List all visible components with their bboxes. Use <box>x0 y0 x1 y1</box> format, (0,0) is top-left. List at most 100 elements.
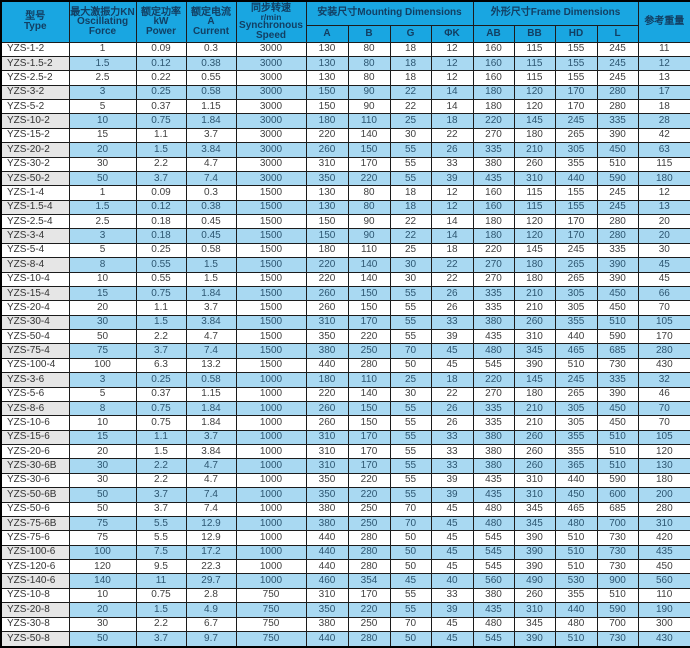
value-cell: 280 <box>596 213 639 230</box>
value-cell: 2.2 <box>135 616 187 632</box>
value-cell: 0.3 <box>185 185 237 201</box>
value-cell: 9.7 <box>185 630 237 648</box>
value-cell: 545 <box>472 630 515 648</box>
value-cell: 12 <box>430 55 474 72</box>
value-cell: 560 <box>472 573 515 589</box>
value-cell: 685 <box>596 343 639 359</box>
value-cell: 265 <box>554 271 598 287</box>
column-header-b: B <box>347 24 391 43</box>
model-cell: YZS-8-4 <box>0 257 70 273</box>
value-cell: 1.5 <box>68 199 137 216</box>
value-cell: 730 <box>596 630 639 648</box>
value-cell: 70 <box>637 415 690 431</box>
model-cell: YZS-20-2 <box>0 142 70 158</box>
value-cell: 170 <box>347 443 391 460</box>
value-cell: 440 <box>305 544 349 561</box>
value-cell: 130 <box>305 41 349 57</box>
value-cell: 730 <box>596 530 639 546</box>
value-cell: 5 <box>68 242 137 259</box>
value-cell: 170 <box>347 314 391 331</box>
value-cell: 510 <box>554 530 598 546</box>
value-cell: 700 <box>596 616 639 632</box>
column-header-weight: 参考重量 <box>637 0 690 43</box>
header-force-en1: Oscillating <box>76 16 129 27</box>
value-cell: 380 <box>305 343 349 359</box>
value-cell: 130 <box>305 70 349 86</box>
model-cell: YZS-50-4 <box>0 328 70 345</box>
value-cell: 245 <box>596 185 639 201</box>
value-cell: 0.12 <box>135 199 187 216</box>
value-cell: 40 <box>430 573 474 589</box>
value-cell: 2.8 <box>185 587 237 604</box>
value-cell: 170 <box>554 213 598 230</box>
value-cell: 25 <box>389 242 432 259</box>
value-cell: 6.7 <box>185 616 237 632</box>
value-cell: 265 <box>554 127 598 144</box>
table-row: YZS-50-6B 50 3.7 7.4 1000 350 220 55 39 435 310 450… <box>0 487 690 503</box>
value-cell: 380 <box>305 616 349 632</box>
value-cell: 70 <box>389 515 432 532</box>
value-cell: 50 <box>68 170 137 187</box>
value-cell: 130 <box>305 199 349 216</box>
value-cell: 2.2 <box>135 328 187 345</box>
value-cell: 140 <box>68 573 137 589</box>
value-cell: 3.7 <box>185 127 237 144</box>
value-cell: 335 <box>596 242 639 259</box>
value-cell: 30 <box>389 127 432 144</box>
value-cell: 20 <box>68 443 137 460</box>
value-cell: 1000 <box>235 573 307 589</box>
value-cell: 20 <box>68 142 137 158</box>
value-cell: 33 <box>430 314 474 331</box>
value-cell: 120 <box>513 98 556 115</box>
model-cell: YZS-10-6 <box>0 415 70 431</box>
value-cell: 1000 <box>235 386 307 402</box>
table-row: YZS-20-8 20 1.5 4.9 750 350 220 55 39 435 310 440 59… <box>0 602 690 618</box>
column-header-type: 型号 Type <box>0 0 70 43</box>
header-power-unit: kW <box>153 16 169 27</box>
header-force-zh: 最大激振力KN <box>70 6 135 18</box>
value-cell: 10 <box>68 113 137 129</box>
value-cell: 3.7 <box>135 487 187 503</box>
value-cell: 140 <box>347 257 391 273</box>
table-row: YZS-30-8 30 2.2 6.7 750 380 250 70 45 480 345 480 70… <box>0 616 690 632</box>
value-cell: 26 <box>430 285 474 302</box>
table-row: YZS-2.5-2 2.5 0.22 0.55 3000 130 80 18 12 160 115 1… <box>0 70 690 86</box>
value-cell: 115 <box>513 55 556 72</box>
value-cell: 260 <box>305 142 349 158</box>
table-row: YZS-15-2 15 1.1 3.7 3000 220 140 30 22 270 180 265 3… <box>0 127 690 144</box>
table-row: YZS-1.5-4 1.5 0.12 0.38 1500 130 80 18 12 160 115 1… <box>0 199 690 216</box>
column-header-mounting-dimensions: 安装尺寸Mounting Dimensions <box>305 0 474 26</box>
column-header-a: A <box>305 24 349 43</box>
model-cell: YZS-10-8 <box>0 587 70 604</box>
value-cell: 18 <box>389 70 432 86</box>
table-row: YZS-5-4 5 0.25 0.58 1500 180 110 25 18 220 145 245 3… <box>0 242 690 259</box>
table-body: YZS-1-2 1 0.09 0.3 3000 130 80 18 12 160 115 155 245… <box>0 41 690 648</box>
value-cell: 50 <box>389 558 432 575</box>
value-cell: 0.09 <box>135 185 187 201</box>
model-cell: YZS-50-2 <box>0 170 70 187</box>
value-cell: 260 <box>513 314 556 331</box>
value-cell: 265 <box>554 386 598 402</box>
value-cell: 12 <box>637 185 690 201</box>
value-cell: 1000 <box>235 530 307 546</box>
value-cell: 1500 <box>235 228 307 244</box>
value-cell: 600 <box>596 487 639 503</box>
model-cell: YZS-1-2 <box>0 41 70 57</box>
value-cell: 39 <box>430 602 474 618</box>
value-cell: 1000 <box>235 487 307 503</box>
value-cell: 1.15 <box>185 386 237 402</box>
value-cell: 180 <box>305 242 349 259</box>
value-cell: 55 <box>389 602 432 618</box>
value-cell: 155 <box>554 41 598 57</box>
value-cell: 220 <box>305 386 349 402</box>
value-cell: 100 <box>68 357 137 374</box>
model-cell: YZS-30-8 <box>0 616 70 632</box>
value-cell: 0.25 <box>135 242 187 259</box>
value-cell: 120 <box>513 84 556 101</box>
table-row: YZS-50-8 50 3.7 9.7 750 440 280 50 45 545 390 510 73… <box>0 630 690 648</box>
model-cell: YZS-30-6B <box>0 458 70 474</box>
value-cell: 380 <box>472 429 515 446</box>
value-cell: 1500 <box>235 285 307 302</box>
value-cell: 170 <box>347 429 391 446</box>
value-cell: 510 <box>596 458 639 474</box>
